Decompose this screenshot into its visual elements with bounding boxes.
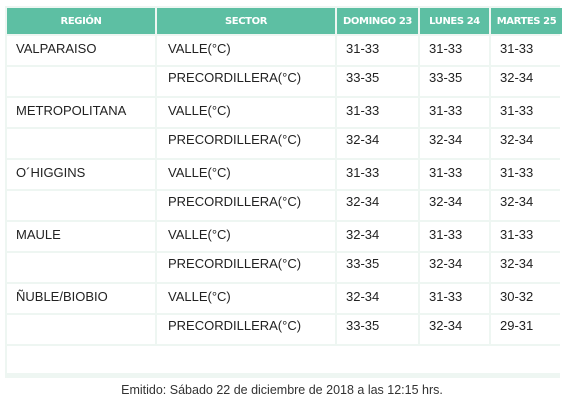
temp-day-2: 32-34 bbox=[420, 129, 489, 158]
forecast-table-frame: REGIÓN SECTOR DOMINGO 23 LUNES 24 MARTES… bbox=[5, 6, 562, 378]
table-row: VALPARAISO VALLE(°C) 31-33 31-33 31-33 bbox=[7, 36, 562, 65]
temp-day-2: 32-34 bbox=[420, 191, 489, 220]
temp-day-3: 32-34 bbox=[491, 253, 562, 282]
temp-day-2: 31-33 bbox=[420, 36, 489, 65]
empty-cell bbox=[7, 346, 562, 373]
table-row: METROPOLITANA VALLE(°C) 31-33 31-33 31-3… bbox=[7, 98, 562, 127]
region-empty-cell bbox=[7, 67, 155, 96]
temp-day-3: 31-33 bbox=[491, 160, 562, 189]
table-row: PRECORDILLERA(°C) 33-35 33-35 32-34 bbox=[7, 67, 562, 96]
sector-name: PRECORDILLERA(°C) bbox=[157, 191, 335, 220]
table-row: O´HIGGINS VALLE(°C) 31-33 31-33 31-33 bbox=[7, 160, 562, 189]
sector-name: PRECORDILLERA(°C) bbox=[157, 315, 335, 344]
header-region: REGIÓN bbox=[7, 8, 155, 34]
sector-name: PRECORDILLERA(°C) bbox=[157, 129, 335, 158]
temp-day-1: 32-34 bbox=[337, 129, 418, 158]
table-row: PRECORDILLERA(°C) 32-34 32-34 32-34 bbox=[7, 129, 562, 158]
temp-day-2: 31-33 bbox=[420, 222, 489, 251]
sector-name: VALLE(°C) bbox=[157, 222, 335, 251]
region-name: METROPOLITANA bbox=[7, 98, 155, 127]
temp-day-2: 32-34 bbox=[420, 253, 489, 282]
temp-day-1: 33-35 bbox=[337, 253, 418, 282]
table-header-row: REGIÓN SECTOR DOMINGO 23 LUNES 24 MARTES… bbox=[7, 8, 562, 34]
temp-day-1: 31-33 bbox=[337, 160, 418, 189]
temp-day-1: 33-35 bbox=[337, 315, 418, 344]
sector-name: VALLE(°C) bbox=[157, 98, 335, 127]
sector-name: VALLE(°C) bbox=[157, 36, 335, 65]
region-empty-cell bbox=[7, 129, 155, 158]
region-name: VALPARAISO bbox=[7, 36, 155, 65]
header-day-1: DOMINGO 23 bbox=[337, 8, 418, 34]
temp-day-3: 31-33 bbox=[491, 36, 562, 65]
sector-name: VALLE(°C) bbox=[157, 160, 335, 189]
sector-name: PRECORDILLERA(°C) bbox=[157, 67, 335, 96]
region-empty-cell bbox=[7, 315, 155, 344]
header-sector: SECTOR bbox=[157, 8, 335, 34]
region-name: O´HIGGINS bbox=[7, 160, 155, 189]
table-row: PRECORDILLERA(°C) 33-35 32-34 32-34 bbox=[7, 253, 562, 282]
temp-day-3: 32-34 bbox=[491, 129, 562, 158]
region-name: ÑUBLE/BIOBIO bbox=[7, 284, 155, 313]
empty-row bbox=[7, 346, 562, 373]
temp-day-3: 31-33 bbox=[491, 98, 562, 127]
temp-day-3: 32-34 bbox=[491, 191, 562, 220]
header-day-3: MARTES 25 bbox=[491, 8, 562, 34]
temp-day-3: 32-34 bbox=[491, 67, 562, 96]
temp-day-2: 31-33 bbox=[420, 160, 489, 189]
table-row: PRECORDILLERA(°C) 32-34 32-34 32-34 bbox=[7, 191, 562, 220]
table-row: ÑUBLE/BIOBIO VALLE(°C) 32-34 31-33 30-32 bbox=[7, 284, 562, 313]
forecast-table: REGIÓN SECTOR DOMINGO 23 LUNES 24 MARTES… bbox=[5, 6, 564, 375]
region-empty-cell bbox=[7, 253, 155, 282]
temp-day-1: 31-33 bbox=[337, 36, 418, 65]
sector-name: VALLE(°C) bbox=[157, 284, 335, 313]
temp-day-2: 31-33 bbox=[420, 98, 489, 127]
sector-name: PRECORDILLERA(°C) bbox=[157, 253, 335, 282]
temp-day-1: 31-33 bbox=[337, 98, 418, 127]
region-name: MAULE bbox=[7, 222, 155, 251]
temp-day-2: 33-35 bbox=[420, 67, 489, 96]
temp-day-3: 31-33 bbox=[491, 222, 562, 251]
temp-day-3: 29-31 bbox=[491, 315, 562, 344]
temp-day-1: 32-34 bbox=[337, 191, 418, 220]
temp-day-2: 32-34 bbox=[420, 315, 489, 344]
temp-day-1: 32-34 bbox=[337, 222, 418, 251]
header-day-2: LUNES 24 bbox=[420, 8, 489, 34]
temp-day-2: 31-33 bbox=[420, 284, 489, 313]
table-row: MAULE VALLE(°C) 32-34 31-33 31-33 bbox=[7, 222, 562, 251]
emitted-timestamp: Emitido: Sábado 22 de diciembre de 2018 … bbox=[121, 383, 443, 397]
table-row: PRECORDILLERA(°C) 33-35 32-34 29-31 bbox=[7, 315, 562, 344]
temp-day-3: 30-32 bbox=[491, 284, 562, 313]
temp-day-1: 33-35 bbox=[337, 67, 418, 96]
temp-day-1: 32-34 bbox=[337, 284, 418, 313]
region-empty-cell bbox=[7, 191, 155, 220]
